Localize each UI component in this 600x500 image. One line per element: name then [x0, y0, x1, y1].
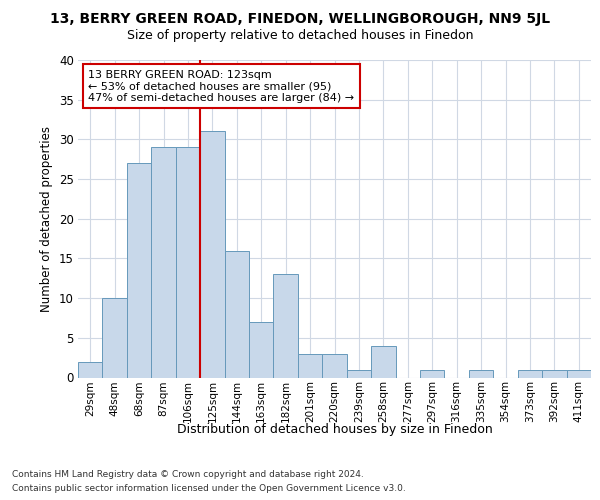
Bar: [151, 148, 176, 378]
Bar: [224, 250, 249, 378]
Text: Size of property relative to detached houses in Finedon: Size of property relative to detached ho…: [127, 29, 473, 42]
Bar: [518, 370, 542, 378]
Bar: [176, 148, 200, 378]
Bar: [298, 354, 322, 378]
Bar: [200, 132, 224, 378]
Bar: [542, 370, 566, 378]
Text: 13, BERRY GREEN ROAD, FINEDON, WELLINGBOROUGH, NN9 5JL: 13, BERRY GREEN ROAD, FINEDON, WELLINGBO…: [50, 12, 550, 26]
Bar: [103, 298, 127, 378]
Text: Distribution of detached houses by size in Finedon: Distribution of detached houses by size …: [177, 422, 493, 436]
Bar: [78, 362, 103, 378]
Y-axis label: Number of detached properties: Number of detached properties: [40, 126, 53, 312]
Bar: [249, 322, 274, 378]
Bar: [322, 354, 347, 378]
Text: 13 BERRY GREEN ROAD: 123sqm
← 53% of detached houses are smaller (95)
47% of sem: 13 BERRY GREEN ROAD: 123sqm ← 53% of det…: [88, 70, 355, 102]
Bar: [420, 370, 445, 378]
Bar: [347, 370, 371, 378]
Bar: [469, 370, 493, 378]
Text: Contains HM Land Registry data © Crown copyright and database right 2024.: Contains HM Land Registry data © Crown c…: [12, 470, 364, 479]
Bar: [274, 274, 298, 378]
Bar: [566, 370, 591, 378]
Text: Contains public sector information licensed under the Open Government Licence v3: Contains public sector information licen…: [12, 484, 406, 493]
Bar: [127, 163, 151, 378]
Bar: [371, 346, 395, 378]
